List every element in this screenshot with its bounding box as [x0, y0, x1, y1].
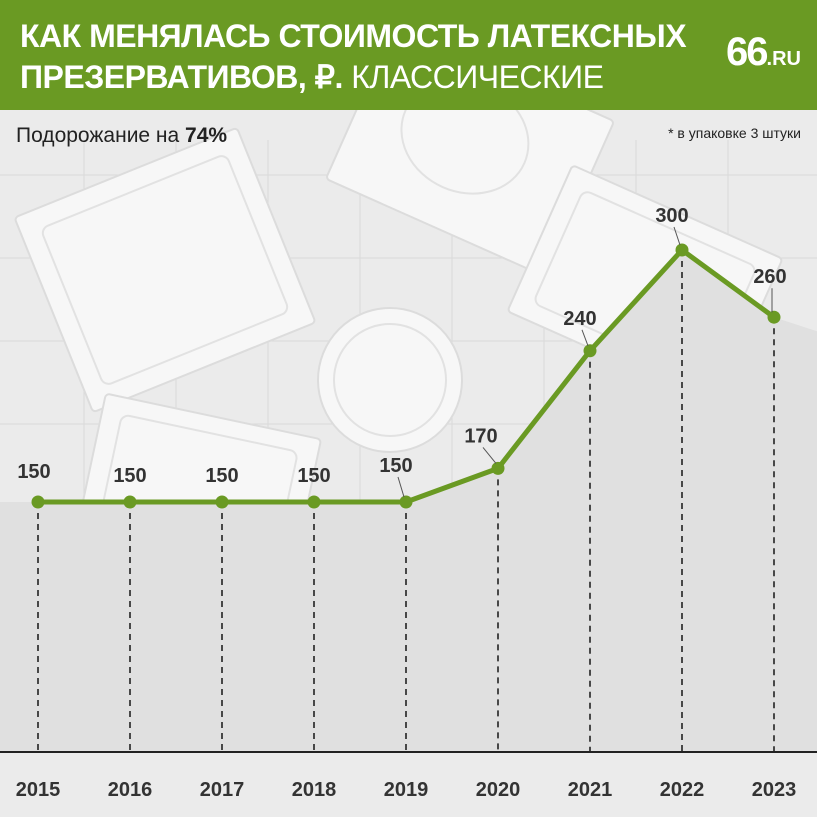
data-label: 170 [464, 425, 497, 447]
data-point [307, 495, 321, 509]
x-tick-label: 2022 [660, 779, 705, 801]
data-point [215, 495, 229, 509]
label-leader [482, 447, 497, 464]
data-point [675, 243, 689, 257]
chart-droplines [37, 250, 775, 752]
title-line-1: КАК МЕНЯЛАСЬ СТОИМОСТЬ ЛАТЕКСНЫХ [20, 18, 687, 54]
footnote: * в упаковке 3 штуки [668, 125, 801, 141]
data-label: 150 [17, 461, 50, 483]
title-regular-part: КЛАССИЧЕСКИЕ [342, 59, 604, 95]
data-label: 150 [297, 465, 330, 487]
x-tick-label: 2021 [568, 779, 613, 801]
label-leader [673, 226, 681, 246]
label-leader-lines [397, 226, 773, 498]
label-leader [581, 329, 589, 346]
data-point [31, 495, 45, 509]
data-labels: 150 150 150 150 150 170 240 300 260 [17, 205, 786, 487]
x-tick-label: 2017 [200, 779, 245, 801]
data-point [399, 495, 413, 509]
data-label: 300 [655, 205, 688, 227]
chart-area-fill [0, 250, 817, 752]
condom-ring-icon [317, 307, 463, 453]
data-label: 150 [113, 465, 146, 487]
title-line-2: ПРЕЗЕРВАТИВОВ, ₽. КЛАССИЧЕСКИЕ [20, 58, 604, 96]
data-point [583, 344, 597, 358]
logo-suffix: .RU [766, 48, 801, 70]
subtitle: Подорожание на 74% [16, 124, 227, 148]
condom-package-icon [14, 127, 316, 413]
x-tick-label: 2020 [476, 779, 521, 801]
data-label: 150 [379, 455, 412, 477]
data-point [491, 461, 505, 475]
label-leader [397, 476, 405, 498]
title-bold-part: ПРЕЗЕРВАТИВОВ, ₽. [20, 59, 343, 95]
x-tick-label: 2015 [16, 779, 61, 801]
logo-number: 66 [726, 30, 768, 74]
x-tick-label: 2023 [752, 779, 797, 801]
header-banner: КАК МЕНЯЛАСЬ СТОИМОСТЬ ЛАТЕКСНЫХ ПРЕЗЕРВ… [0, 0, 817, 110]
data-label: 150 [205, 465, 238, 487]
subtitle-prefix: Подорожание на [16, 124, 186, 147]
subtitle-value: 74% [185, 124, 228, 147]
data-label: 260 [753, 266, 786, 288]
data-label: 240 [563, 308, 596, 330]
site-logo: 66.RU [726, 30, 801, 78]
x-tick-label: 2019 [384, 779, 429, 801]
x-tick-labels: 2015 2016 2017 2018 2019 2020 2021 2022 2023 [16, 779, 797, 801]
data-point [123, 495, 137, 509]
chart-points [31, 243, 781, 509]
x-tick-label: 2016 [108, 779, 153, 801]
x-tick-label: 2018 [292, 779, 337, 801]
data-point [767, 310, 781, 324]
